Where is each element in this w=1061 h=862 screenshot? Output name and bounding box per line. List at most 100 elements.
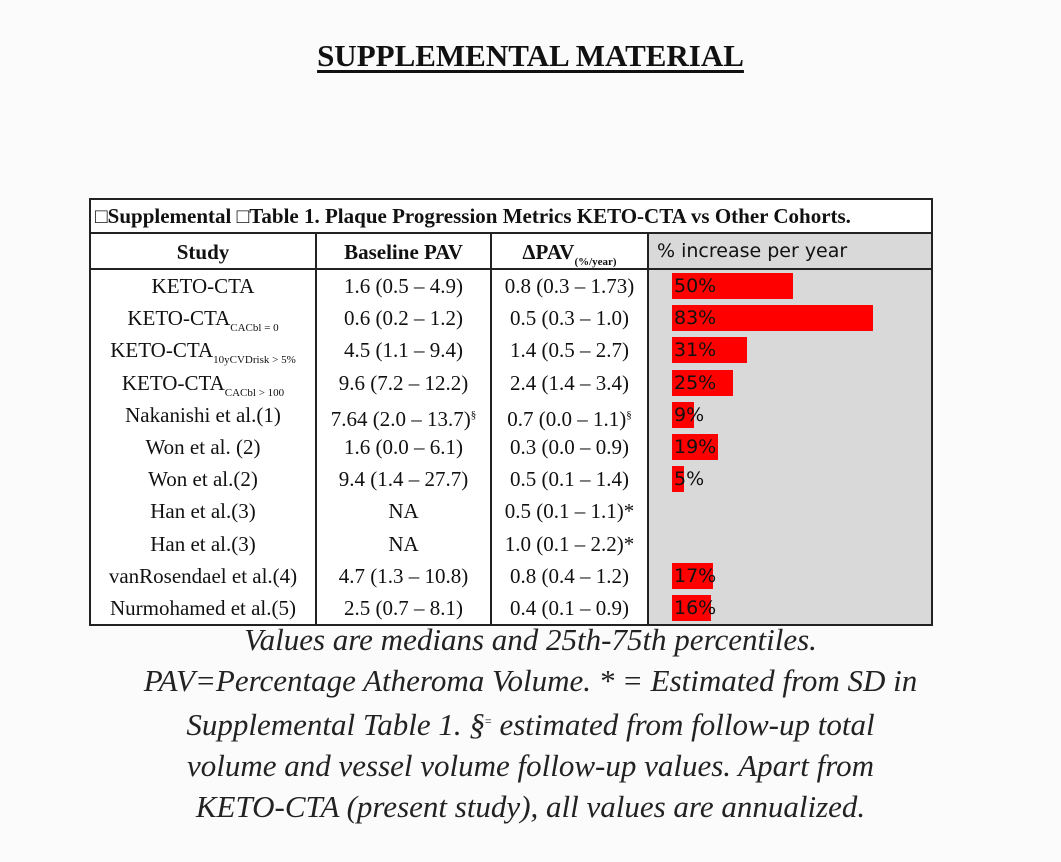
delta-value: 0.7 (0.0 – 1.1) [507, 406, 627, 431]
table-row: Han et al.(3) NA 0.5 (0.1 – 1.1)* [91, 495, 931, 528]
study-cell: Nurmohamed et al.(5) [91, 591, 317, 625]
baseline-value: 0.6 (0.2 – 1.2) [344, 306, 463, 331]
footnote-line: KETO-CTA (present study), all values are… [195, 788, 866, 824]
header-delta-label: ΔPAV [522, 240, 575, 264]
baseline-pav-cell: 4.7 (1.3 – 10.8) [317, 559, 492, 592]
baseline-pav-cell: 9.6 (7.2 – 12.2) [317, 366, 492, 399]
delta-pav-cell: 0.8 (0.4 – 1.2) [492, 559, 649, 592]
baseline-pav-cell: 1.6 (0.5 – 4.9) [317, 270, 492, 303]
pct-cell: 17% [649, 559, 931, 592]
table-body: KETO-CTA 1.6 (0.5 – 4.9) 0.8 (0.3 – 1.73) 5… [91, 270, 931, 625]
delta-pav-cell: 1.0 (0.1 – 2.2)* [492, 527, 649, 560]
study-cell: Nakanishi et al.(1) [91, 398, 317, 431]
baseline-value: 1.6 (0.0 – 6.1) [344, 434, 463, 459]
delta-mark: § [626, 408, 632, 421]
baseline-pav-cell: 1.6 (0.0 – 6.1) [317, 430, 492, 464]
delta-value: 1.0 (0.1 – 2.2)* [504, 531, 635, 556]
table-header-row: Study Baseline PAV ΔPAV(%/year) % increa… [91, 234, 931, 270]
baseline-pav-cell: 0.6 (0.2 – 1.2) [317, 302, 492, 335]
footnote-line: PAV=Percentage Atheroma Volume. * = Esti… [143, 662, 918, 698]
study-name: Won et al. (2) [145, 434, 261, 459]
header-study: Study [91, 234, 317, 268]
study-cell: Han et al.(3) [91, 527, 317, 560]
delta-value: 0.5 (0.1 – 1.4) [510, 467, 629, 492]
baseline-value: 4.5 (1.1 – 9.4) [344, 338, 463, 363]
pct-bar [672, 594, 711, 621]
table-row: vanRosendael et al.(4) 4.7 (1.3 – 10.8) 0.… [91, 559, 931, 592]
delta-pav-cell: 1.4 (0.5 – 2.7) [492, 334, 649, 367]
delta-pav-cell: 0.8 (0.3 – 1.73) [492, 270, 649, 303]
study-name: Han et al.(3) [150, 531, 256, 556]
delta-value: 1.4 (0.5 – 2.7) [510, 338, 629, 363]
pct-cell [649, 495, 931, 528]
study-cell: Han et al.(3) [91, 495, 317, 528]
study-name: vanRosendael et al.(4) [108, 563, 298, 588]
pct-label: 83% [674, 307, 717, 330]
baseline-value: NA [388, 531, 419, 556]
baseline-pav-cell: 7.64 (2.0 – 13.7)§ [317, 398, 492, 431]
baseline-value: 9.4 (1.4 – 27.7) [338, 467, 469, 492]
footnote-line: Values are medians and 25th-75th percent… [244, 622, 817, 657]
study-name: KETO-CTA [127, 306, 231, 331]
pct-label: 31% [674, 339, 717, 362]
pct-bar [672, 466, 685, 493]
study-cell: KETO-CTACACbl > 100 [91, 366, 317, 399]
delta-pav-cell: 0.3 (0.0 – 0.9) [492, 430, 649, 464]
table-row: KETO-CTACACbl > 100 9.6 (7.2 – 12.2) 2.4 (… [91, 366, 931, 399]
table-row: Nakanishi et al.(1) 7.64 (2.0 – 13.7)§ 0.7… [91, 398, 931, 431]
baseline-value: 2.5 (0.7 – 8.1) [344, 595, 463, 620]
header-delta-pav: ΔPAV(%/year) [492, 234, 649, 268]
delta-value: 0.8 (0.4 – 1.2) [510, 563, 629, 588]
table-row: KETO-CTA10yCVDrisk > 5% 4.5 (1.1 – 9.4) 1.… [91, 334, 931, 367]
baseline-pav-cell: 2.5 (0.7 – 8.1) [317, 591, 492, 625]
delta-pav-cell: 0.7 (0.0 – 1.1)§ [492, 398, 649, 431]
pct-bar [672, 401, 694, 428]
pct-cell: 19% [649, 430, 931, 464]
footnote-line: volume and vessel volume follow-up value… [186, 748, 875, 784]
pct-label: 50% [674, 275, 717, 297]
delta-pav-cell: 2.4 (1.4 – 3.4) [492, 366, 649, 399]
pct-bar [672, 433, 718, 460]
plaque-progression-table: □Supplemental □Table 1. Plaque Progressi… [89, 198, 933, 627]
pct-cell: 50% [649, 270, 931, 303]
study-subgroup: 10yCVDrisk > 5% [213, 354, 296, 367]
pct-cell: 83% [649, 302, 931, 335]
footnote-text: Supplemental Table 1. § [186, 707, 485, 743]
study-name: Han et al.(3) [150, 499, 256, 524]
baseline-pav-cell: 4.5 (1.1 – 9.4) [317, 334, 492, 367]
delta-value: 0.5 (0.3 – 1.0) [510, 306, 629, 331]
baseline-value: 9.6 (7.2 – 12.2) [338, 370, 469, 395]
study-cell: KETO-CTACACbl = 0 [91, 302, 317, 335]
study-cell: KETO-CTA10yCVDrisk > 5% [91, 334, 317, 367]
study-subgroup: CACbl > 100 [224, 386, 285, 399]
baseline-value: 1.6 (0.5 – 4.9) [344, 274, 463, 298]
study-subgroup: CACbl = 0 [230, 322, 279, 335]
pct-cell: 9% [649, 398, 931, 431]
table-row: KETO-CTACACbl = 0 0.6 (0.2 – 1.2) 0.5 (0.3… [91, 302, 931, 335]
delta-value: 0.5 (0.1 – 1.1)* [504, 499, 635, 524]
study-cell: vanRosendael et al.(4) [91, 559, 317, 592]
study-cell: Won et al.(2) [91, 463, 317, 496]
study-cell: KETO-CTA [91, 270, 317, 303]
baseline-value: NA [388, 499, 419, 524]
header-baseline-pav: Baseline PAV [317, 234, 492, 268]
footnote-text: estimated from follow-up total [499, 707, 875, 743]
pct-cell: 31% [649, 334, 931, 367]
study-name: KETO-CTA [151, 274, 255, 298]
study-cell: Won et al. (2) [91, 430, 317, 464]
footnote-line: Supplemental Table 1. §= estimated from … [0, 701, 1061, 746]
delta-pav-cell: 0.5 (0.3 – 1.0) [492, 302, 649, 335]
table-row: Won et al.(2) 9.4 (1.4 – 27.7) 0.5 (0.1 – … [91, 463, 931, 496]
study-name: Nurmohamed et al.(5) [109, 595, 297, 620]
page-title: SUPPLEMENTAL MATERIAL [317, 38, 744, 73]
pct-label: 16% [674, 596, 717, 619]
delta-value: 0.8 (0.3 – 1.73) [504, 274, 635, 298]
study-name: Won et al.(2) [148, 467, 258, 492]
header-delta-unit: (%/year) [574, 256, 617, 268]
pct-bar [672, 337, 748, 364]
baseline-mark: § [470, 408, 477, 421]
table-footnote: Values are medians and 25th-75th percent… [0, 620, 1061, 828]
pct-bar [672, 562, 714, 589]
pct-label: 19% [674, 435, 717, 458]
header-pct-increase: % increase per year [649, 234, 931, 268]
